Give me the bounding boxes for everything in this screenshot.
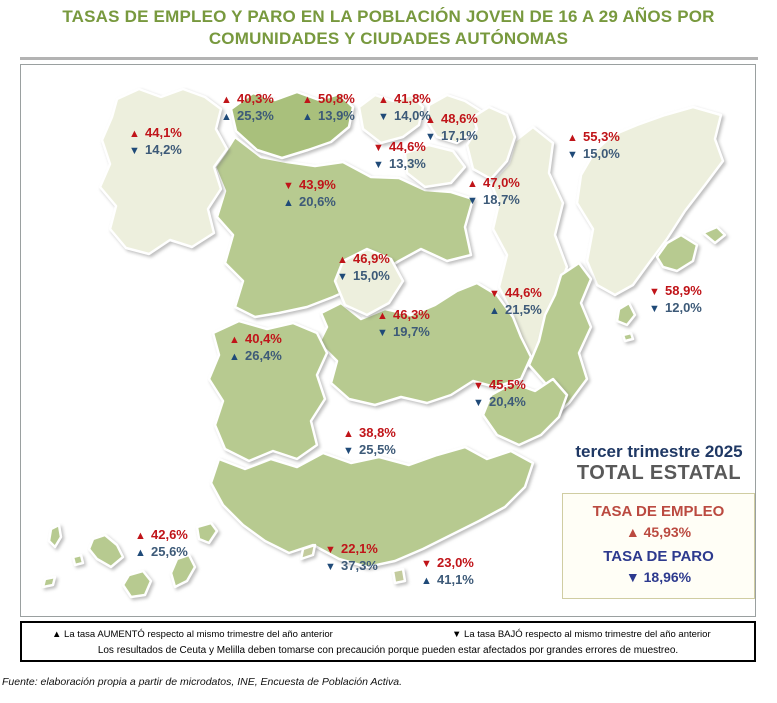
paro-arrow-icon: ▼ [467, 195, 478, 207]
region-shape-castilla-la-mancha [317, 281, 533, 407]
region-shape-murcia [481, 377, 569, 447]
empleo-arrow-icon: ▲ [221, 94, 232, 106]
empleo-arrow-icon: ▲ [129, 128, 140, 140]
region-label-canarias: ▲ 42,6% ▲ 25,6% [135, 527, 188, 559]
region-label-galicia: ▲ 44,1% ▼ 14,2% [129, 125, 182, 157]
region-label-castilla-y-leon: ▼ 43,9% ▲ 20,6% [283, 177, 336, 209]
source-line: Fuente: elaboración propia a partir de m… [2, 676, 402, 688]
paro-arrow-icon: ▼ [373, 159, 384, 171]
map-panel: ▲ 44,1% ▼ 14,2% ▲ 40,3% ▲ 25,3% ▲ 50,8% ▲ 13,9… [20, 64, 756, 617]
region-label-cataluna: ▲ 55,3% ▼ 15,0% [567, 129, 620, 161]
empleo-arrow-icon: ▼ [489, 288, 500, 300]
empleo-arrow-icon: ▼ [325, 544, 336, 556]
region-shape-menorca [701, 225, 727, 245]
empleo-arrow-icon: ▼ [649, 286, 660, 298]
region-shape-lanzarote [195, 521, 219, 545]
tasa-paro-value: ▼ 18,96% [625, 569, 692, 585]
region-shape-cataluna [575, 105, 725, 297]
region-label-aragon: ▲ 47,0% ▼ 18,7% [467, 175, 520, 207]
region-shape-asturias [229, 90, 355, 160]
empleo-arrow-icon: ▲ [229, 334, 240, 346]
paro-arrow-icon: ▼ [325, 561, 336, 573]
region-label-extremadura: ▲ 40,4% ▲ 26,4% [229, 331, 282, 363]
region-label-baleares: ▼ 58,9% ▼ 12,0% [649, 283, 702, 315]
region-shape-navarra [465, 105, 517, 181]
region-label-castilla-la-mancha: ▲ 46,3% ▼ 19,7% [377, 307, 430, 339]
empleo-arrow-icon: ▲ [302, 94, 313, 106]
empleo-arrow-icon: ▲ [567, 132, 578, 144]
paro-arrow-icon: ▼ [343, 445, 354, 457]
paro-arrow-icon: ▲ [421, 575, 432, 587]
paro-arrow-icon: ▼ [649, 303, 660, 315]
paro-arrow-icon: ▲ [302, 111, 313, 123]
page-title: TASAS DE EMPLEO Y PARO EN LA POBLACIÓN J… [62, 7, 715, 49]
region-shape-la-palma [47, 523, 63, 549]
tasa-empleo-label: TASA DE EMPLEO [592, 503, 725, 520]
empleo-arrow-icon: ▲ [135, 530, 146, 542]
paro-arrow-icon: ▲ [229, 351, 240, 363]
region-shape-andalucia [209, 445, 535, 569]
paro-arrow-icon: ▼ [378, 111, 389, 123]
region-shape-ceuta [299, 543, 317, 561]
region-shape-la-gomera [71, 553, 85, 567]
footnote-decrease: ▼ La tasa BAJÓ respecto al mismo trimest… [452, 629, 711, 640]
region-label-melilla: ▼ 23,0% ▲ 41,1% [421, 555, 474, 587]
tasa-empleo-value: ▲ 45,93% [625, 524, 692, 540]
period-label: tercer trimestre 2025 [575, 442, 743, 461]
footnote-increase: ▲ La tasa AUMENTÓ respecto al mismo trim… [52, 629, 333, 640]
region-shape-madrid [333, 247, 405, 317]
empleo-arrow-icon: ▲ [377, 310, 388, 322]
paro-arrow-icon: ▼ [567, 149, 578, 161]
region-shape-la-rioja [403, 143, 467, 189]
empleo-arrow-icon: ▼ [373, 142, 384, 154]
region-label-comunitat-valenciana: ▼ 44,6% ▲ 21,5% [489, 285, 542, 317]
region-shape-tenerife [87, 533, 125, 569]
paro-arrow-icon: ▲ [283, 197, 294, 209]
paro-arrow-icon: ▼ [129, 145, 140, 157]
paro-arrow-icon: ▲ [135, 547, 146, 559]
paro-arrow-icon: ▲ [489, 305, 500, 317]
region-label-andalucia: ▲ 38,8% ▼ 25,5% [343, 425, 396, 457]
region-label-ceuta: ▼ 22,1% ▼ 37,3% [325, 541, 378, 573]
paro-arrow-icon: ▼ [425, 131, 436, 143]
empleo-arrow-icon: ▲ [343, 428, 354, 440]
empleo-arrow-icon: ▲ [425, 114, 436, 126]
region-shape-fuerteventura [169, 553, 197, 589]
region-label-navarra: ▲ 48,6% ▼ 17,1% [425, 111, 478, 143]
national-total-label: TOTAL ESTATAL [576, 462, 742, 484]
national-stats-box: TASA DE EMPLEO ▲ 45,93% TASA DE PARO ▼ 1… [562, 493, 755, 599]
region-shape-gran-canaria [121, 569, 153, 599]
empleo-arrow-icon: ▼ [421, 558, 432, 570]
empleo-arrow-icon: ▼ [473, 380, 484, 392]
footnote-caution: Los resultados de Ceuta y Melilla deben … [97, 645, 679, 656]
region-shape-galicia [98, 87, 229, 256]
paro-arrow-icon: ▼ [337, 271, 348, 283]
region-shape-el-hierro [41, 575, 57, 589]
empleo-arrow-icon: ▲ [378, 94, 389, 106]
empleo-arrow-icon: ▲ [467, 178, 478, 190]
region-shape-formentera [621, 331, 635, 343]
tasa-paro-label: TASA DE PARO [603, 548, 714, 565]
region-shape-cantabria [357, 93, 425, 145]
region-label-pais-vasco: ▲ 41,8% ▼ 14,0% [378, 91, 431, 123]
region-label-cantabria: ▲ 50,8% ▲ 13,9% [302, 91, 355, 123]
footnotes-box: ▲ La tasa AUMENTÓ respecto al mismo trim… [20, 621, 756, 662]
empleo-arrow-icon: ▲ [337, 254, 348, 266]
region-shape-ibiza [615, 301, 637, 327]
region-label-asturias: ▲ 40,3% ▲ 25,3% [221, 91, 274, 123]
region-shape-extremadura [207, 319, 329, 463]
region-label-madrid: ▲ 46,9% ▼ 15,0% [337, 251, 390, 283]
region-label-la-rioja: ▼ 44,6% ▼ 13,3% [373, 139, 426, 171]
paro-arrow-icon: ▲ [221, 111, 232, 123]
title-divider [20, 57, 758, 60]
paro-arrow-icon: ▼ [377, 327, 388, 339]
empleo-arrow-icon: ▼ [283, 180, 294, 192]
region-label-murcia: ▼ 45,5% ▼ 20,4% [473, 377, 526, 409]
spain-map [41, 87, 727, 599]
region-shape-mallorca [655, 233, 699, 273]
paro-arrow-icon: ▼ [473, 397, 484, 409]
region-shape-melilla [391, 567, 407, 585]
